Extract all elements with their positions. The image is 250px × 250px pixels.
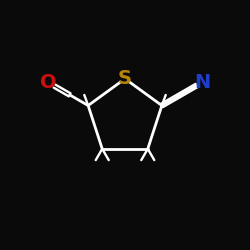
Text: O: O [40, 73, 57, 92]
Text: N: N [194, 72, 211, 92]
Text: S: S [118, 69, 132, 88]
